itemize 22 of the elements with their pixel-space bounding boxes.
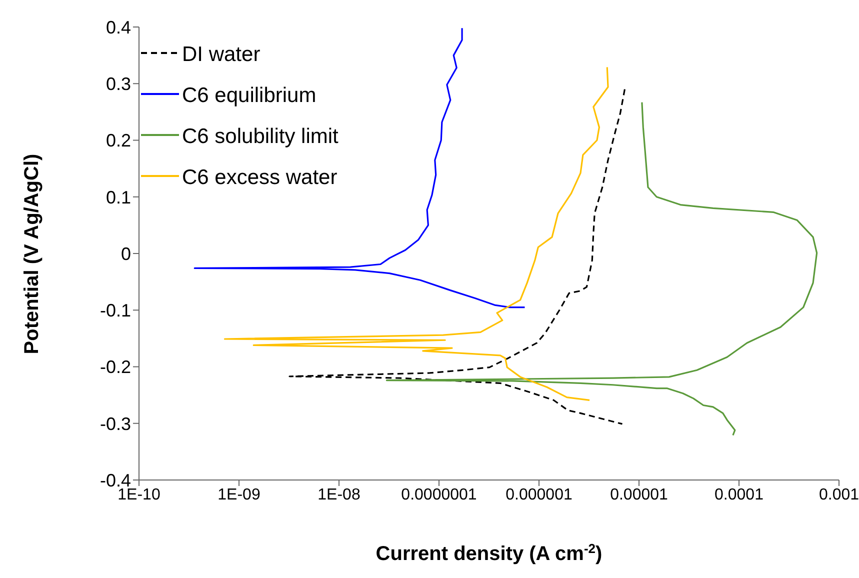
y-tick-label: 0.4 xyxy=(106,17,131,38)
x-tick-label: 0.000001 xyxy=(506,486,572,504)
x-tick-label: 1E-10 xyxy=(118,486,160,504)
y-tick-label: -0.2 xyxy=(100,357,131,378)
x-tick-label: 0.0000001 xyxy=(401,486,477,504)
y-tick-label: -0.1 xyxy=(100,300,131,321)
y-tick-label: 0.3 xyxy=(106,74,131,94)
legend-label: DI water xyxy=(182,43,260,66)
y-tick-label: 0.1 xyxy=(106,187,131,208)
y-tick-label: 0 xyxy=(120,244,131,264)
legend-label: C6 excess water xyxy=(182,166,338,189)
x-tick-label: 0.0001 xyxy=(714,486,764,504)
x-tick-label: 0.00001 xyxy=(610,486,668,504)
y-tick-label: 0.2 xyxy=(106,130,131,151)
x-tick-label: 1E-08 xyxy=(318,486,360,504)
y-axis-title: Potential (V Ag/AgCl) xyxy=(21,154,43,354)
legend-label: C6 equilibrium xyxy=(182,84,316,107)
y-tick-label: -0.3 xyxy=(100,414,131,434)
x-tick-label: 0.001 xyxy=(818,486,859,504)
x-tick-label: 1E-09 xyxy=(218,486,260,504)
x-axis-title: Current density (A cm$^{-2}$) xyxy=(376,540,602,565)
legend-label: C6 solubility limit xyxy=(182,125,339,148)
